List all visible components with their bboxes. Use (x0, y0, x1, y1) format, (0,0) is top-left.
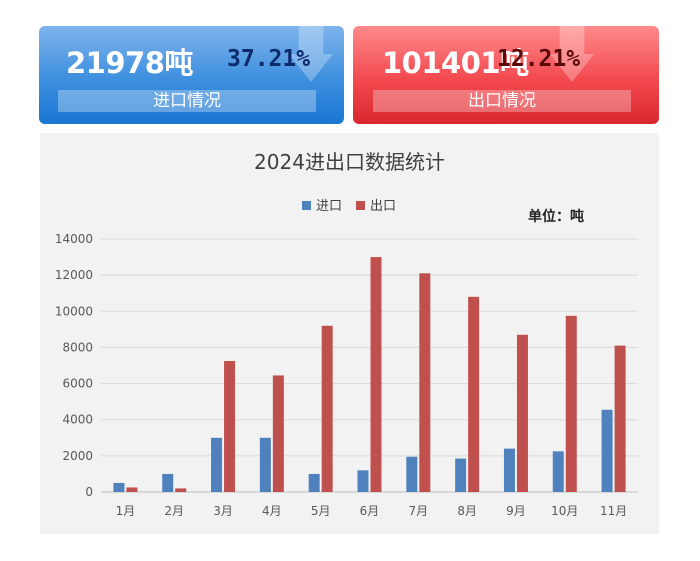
import-bar (552, 451, 564, 492)
export-bar (272, 375, 284, 492)
x-tick-label: 3月 (213, 504, 233, 518)
import-summary-card: 21978吨 37.21% 进口情况 (39, 26, 344, 124)
legend-item-import: 进口 (302, 195, 342, 214)
x-tick-label: 2月 (164, 504, 184, 518)
y-tick-label: 4000 (62, 413, 93, 427)
y-tick-label: 8000 (62, 340, 93, 354)
export-bar (175, 488, 187, 492)
import-bar (308, 473, 320, 492)
export-bar (224, 360, 236, 492)
x-tick-label: 6月 (360, 504, 380, 518)
chart-title: 2024进出口数据统计 (254, 150, 445, 174)
export-bar (468, 296, 480, 492)
import-bar (211, 437, 223, 492)
x-tick-label: 9月 (506, 504, 526, 518)
unit-label: 单位：吨 (528, 209, 584, 225)
chart-panel: 0 2000 4000 6000 8000 10000 12000 14000 1月 2月 3月 4月… (40, 133, 659, 534)
export-percent: 12.21% (497, 46, 581, 72)
legend-item-export: 出口 (356, 195, 396, 214)
export-summary-card: 101401吨 12.21% 出口情况 (353, 26, 659, 124)
x-tick-label: 11月 (600, 504, 627, 518)
y-tick-label: 10000 (55, 304, 93, 318)
legend-swatch (356, 201, 365, 210)
bar-chart: 0 2000 4000 6000 8000 10000 12000 14000 1月 2月 3月 4月… (55, 232, 638, 518)
export-bar (614, 345, 626, 492)
import-bar (601, 409, 613, 492)
export-bar (516, 334, 528, 492)
x-tick-label: 10月 (551, 504, 578, 518)
export-bar (321, 325, 333, 492)
legend-swatch (302, 201, 311, 210)
import-bar (259, 437, 271, 492)
export-bar (370, 257, 382, 492)
import-bar (113, 482, 125, 492)
x-tick-label: 1月 (116, 504, 136, 518)
import-percent: 37.21% (227, 46, 311, 72)
x-tick-label: 4月 (262, 504, 282, 518)
export-bar (419, 273, 431, 492)
legend-label: 出口 (370, 199, 397, 214)
import-label: 进口情况 (58, 90, 316, 112)
y-tick-label: 12000 (55, 268, 93, 282)
import-bar (357, 470, 369, 492)
y-tick-label: 2000 (62, 449, 93, 463)
x-tick-label: 8月 (457, 504, 477, 518)
legend-label: 进口 (316, 199, 343, 214)
y-tick-label: 14000 (55, 232, 93, 246)
import-amount: 21978吨 (66, 46, 193, 80)
x-tick-label: 5月 (311, 504, 331, 518)
export-amount: 101401吨 (382, 46, 529, 80)
y-tick-label: 0 (85, 485, 93, 499)
export-bar (126, 487, 138, 492)
import-bar (162, 473, 174, 492)
y-tick-label: 6000 (62, 377, 93, 391)
import-bar (406, 456, 418, 492)
export-bar (565, 315, 577, 492)
import-bar (503, 448, 515, 492)
export-label: 出口情况 (373, 90, 631, 112)
x-tick-label: 7月 (408, 504, 428, 518)
import-bar (455, 458, 467, 492)
